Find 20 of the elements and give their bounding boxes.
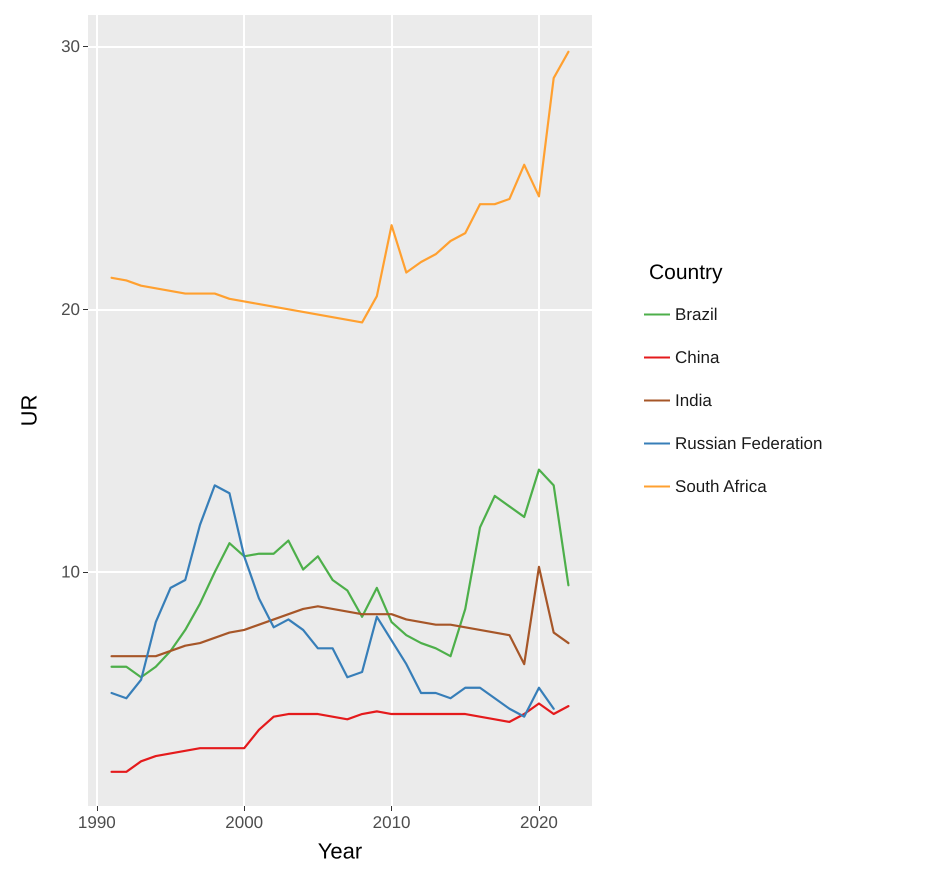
x-tick-label: 2020 [520, 813, 558, 832]
y-tick-label: 10 [61, 562, 80, 582]
line-series [110, 468, 570, 678]
legend-label: China [675, 348, 720, 367]
y-axis-title: UR [16, 394, 42, 426]
x-tick-label: 1990 [78, 813, 116, 832]
legend-title: Country [649, 261, 724, 284]
y-tick-label: 30 [61, 37, 80, 56]
legend-label: South Africa [675, 477, 768, 496]
legend-label: Brazil [675, 305, 718, 324]
legend-label: India [675, 391, 712, 410]
line-series [110, 50, 570, 324]
x-axis-title: Year [318, 838, 362, 864]
y-tick-label: 20 [61, 300, 80, 319]
x-tick-label: 2000 [225, 813, 264, 832]
x-tick-label: 2010 [372, 813, 410, 832]
line-series [110, 702, 570, 773]
line-series [110, 566, 570, 666]
legend-label: Russian Federation [675, 434, 822, 453]
line-series [110, 484, 555, 718]
